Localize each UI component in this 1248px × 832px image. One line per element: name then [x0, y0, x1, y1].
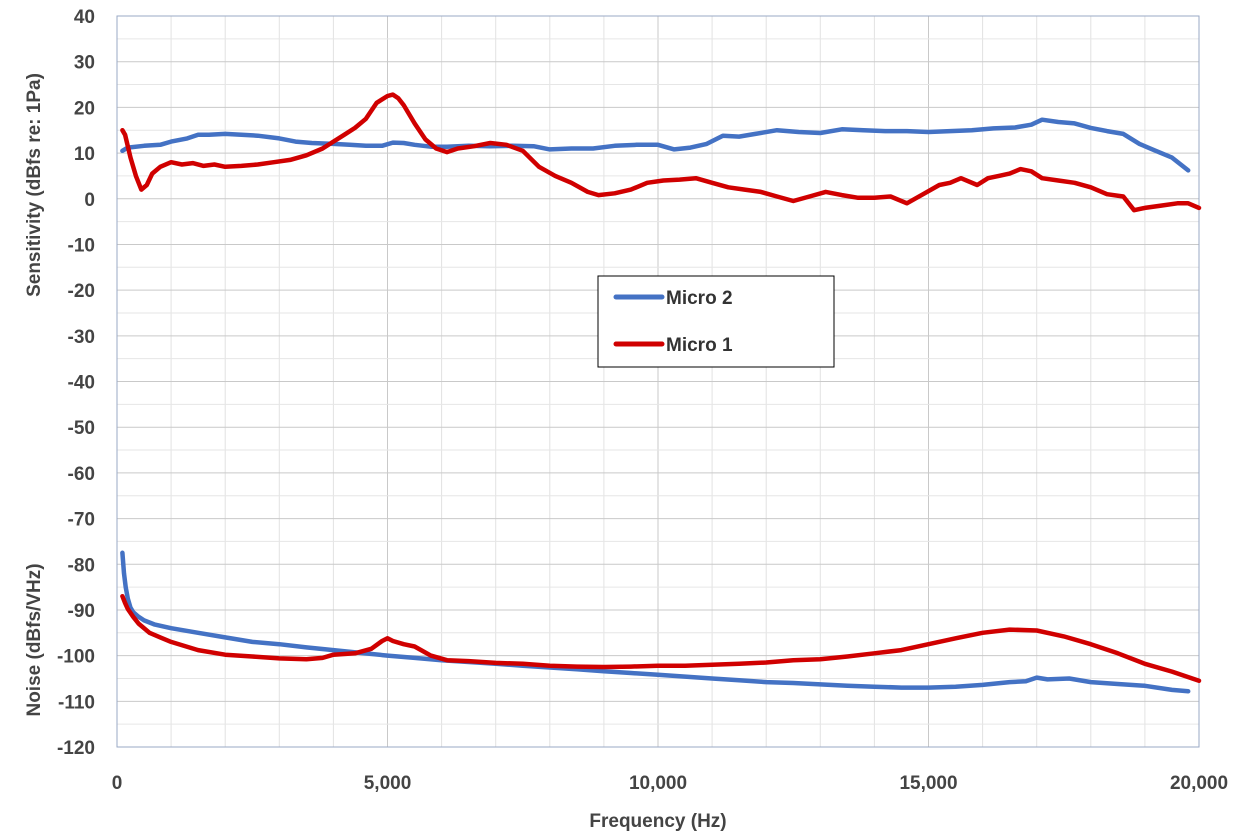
- grid: [116, 15, 1200, 748]
- y-tick-label: 30: [74, 53, 95, 74]
- y-tick-label: -90: [68, 601, 95, 622]
- y-tick-label: -50: [68, 418, 95, 439]
- y-tick-label: 0: [84, 190, 95, 211]
- y-tick-label: -30: [68, 327, 95, 348]
- y-tick-label: 20: [74, 98, 95, 119]
- legend: Micro 2 Micro 1: [597, 275, 835, 368]
- y-tick-label: -110: [58, 692, 95, 713]
- series-line-micro-1: [120, 92, 1202, 213]
- x-tick-label: 10,000: [629, 773, 687, 794]
- series-group: [120, 92, 1202, 694]
- y-tick-label: -80: [68, 555, 95, 576]
- legend-box: [597, 275, 835, 368]
- series-line-micro-2-noise: [120, 550, 1191, 694]
- y-tick-label: 10: [74, 144, 95, 165]
- y-tick-label: -40: [68, 373, 95, 394]
- y-tick-label: -120: [57, 738, 95, 759]
- y-tick-label: -70: [68, 510, 95, 531]
- legend-label-micro-1: Micro 1: [666, 335, 733, 356]
- series-line-micro-2: [120, 117, 1191, 173]
- y-tick-label: -20: [68, 281, 95, 302]
- y-tick-label: -10: [68, 235, 95, 256]
- legend-label-micro-2: Micro 2: [666, 288, 733, 309]
- series-line-micro-1-noise: [120, 593, 1202, 684]
- x-axis-title: Frequency (Hz): [589, 811, 726, 832]
- x-tick-label: 15,000: [899, 773, 957, 794]
- x-tick-label: 20,000: [1170, 773, 1228, 794]
- y-tick-label: 40: [74, 7, 95, 28]
- x-tick-labels: 0 5,000 10,000 15,000 20,000: [112, 773, 1228, 794]
- y-axis-title-upper: Sensitivity (dBfs re: 1Pa): [24, 73, 45, 297]
- y-tick-label: -100: [57, 647, 95, 668]
- x-tick-label: 5,000: [364, 773, 412, 794]
- y-tick-labels: 40 30 20 10 0 -10 -20 -30 -40 -50 -60 -70 -80 -90 -100…: [57, 7, 95, 759]
- y-tick-label: -60: [68, 464, 95, 485]
- plot-area-frame: [116, 15, 1200, 748]
- x-tick-label: 0: [112, 773, 123, 794]
- y-axis-title-lower: Noise (dBfs/VHz): [24, 563, 45, 716]
